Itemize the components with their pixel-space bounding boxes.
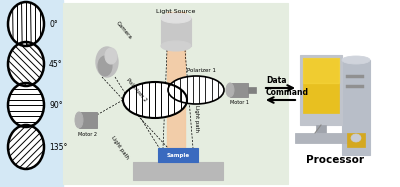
Bar — [74, 106, 104, 132]
Ellipse shape — [98, 56, 112, 76]
Text: Motor 1: Motor 1 — [230, 100, 250, 105]
Ellipse shape — [8, 83, 44, 127]
Ellipse shape — [123, 82, 187, 118]
Text: Light path: Light path — [110, 136, 130, 160]
Bar — [79, 112, 97, 128]
Ellipse shape — [8, 2, 44, 46]
Bar — [347, 133, 365, 147]
Text: Polarizer 1: Polarizer 1 — [186, 68, 216, 73]
Bar — [0, 0, 63, 187]
Ellipse shape — [96, 47, 118, 77]
Bar — [295, 133, 347, 143]
Ellipse shape — [8, 42, 44, 86]
Bar — [316, 125, 326, 133]
Bar — [303, 58, 339, 113]
Ellipse shape — [168, 76, 224, 104]
Text: Polarizer 2: Polarizer 2 — [125, 77, 147, 103]
Bar — [300, 55, 342, 125]
Ellipse shape — [351, 134, 361, 142]
Text: Light path: Light path — [194, 105, 199, 131]
Bar — [63, 3, 288, 184]
Bar — [133, 162, 223, 180]
Ellipse shape — [342, 56, 370, 64]
Text: 90°: 90° — [49, 100, 63, 110]
Text: Processor: Processor — [306, 155, 364, 165]
Text: 0°: 0° — [49, 19, 58, 28]
Bar — [342, 60, 370, 155]
Text: Data: Data — [266, 76, 286, 85]
Text: Sample: Sample — [166, 153, 190, 157]
Text: Light Source: Light Source — [156, 9, 196, 14]
Ellipse shape — [226, 83, 234, 97]
Ellipse shape — [75, 112, 83, 128]
Bar — [303, 58, 339, 83]
Text: Command: Command — [266, 88, 309, 97]
Ellipse shape — [161, 13, 191, 23]
Text: Camera: Camera — [115, 20, 133, 40]
Bar — [161, 18, 191, 46]
Bar — [230, 83, 248, 97]
Text: 45°: 45° — [49, 59, 63, 68]
Ellipse shape — [105, 48, 117, 64]
Ellipse shape — [8, 125, 44, 169]
Bar — [167, 12, 185, 167]
Text: Motor 2: Motor 2 — [78, 132, 98, 137]
Text: 135°: 135° — [49, 142, 67, 151]
Ellipse shape — [161, 41, 191, 51]
Bar — [248, 87, 256, 93]
Bar — [158, 148, 198, 162]
Bar — [346, 75, 364, 78]
Bar — [346, 85, 364, 88]
